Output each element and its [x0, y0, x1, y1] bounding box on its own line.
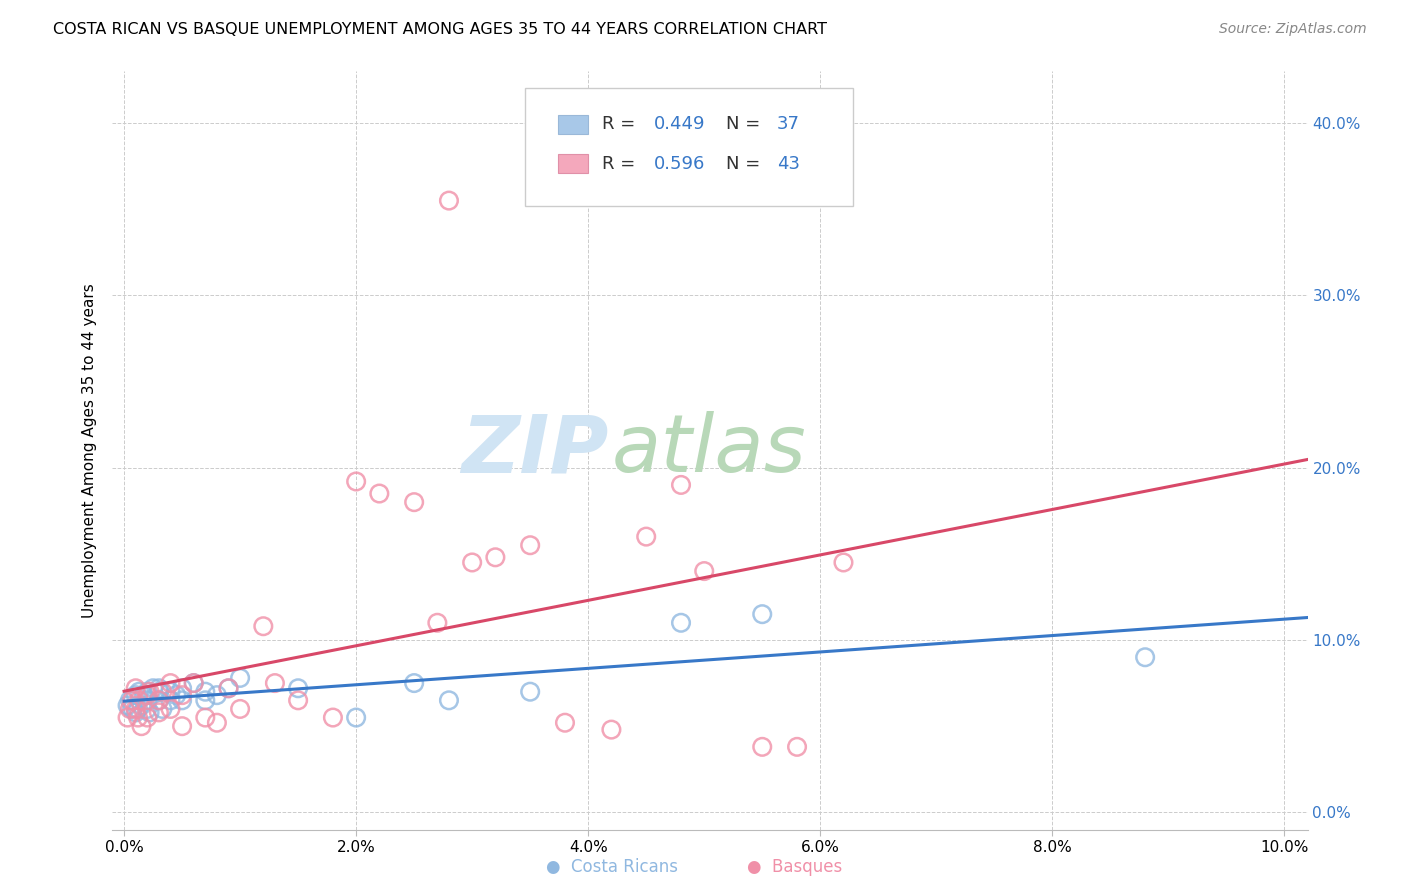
- Point: [786, 739, 808, 754]
- Point: [832, 556, 855, 570]
- Point: [554, 715, 576, 730]
- Point: [159, 676, 181, 690]
- Point: [159, 684, 181, 698]
- Point: [205, 688, 228, 702]
- Text: R =: R =: [603, 155, 641, 173]
- Text: 0.449: 0.449: [654, 115, 706, 134]
- Text: 37: 37: [778, 115, 800, 134]
- Text: ●  Costa Ricans: ● Costa Ricans: [546, 858, 678, 876]
- Point: [183, 676, 205, 690]
- Text: 0.596: 0.596: [654, 155, 706, 173]
- Point: [751, 739, 773, 754]
- Point: [437, 693, 460, 707]
- Point: [183, 676, 205, 690]
- Point: [132, 688, 155, 702]
- Point: [751, 607, 773, 622]
- Point: [148, 681, 170, 696]
- Bar: [558, 115, 588, 134]
- Point: [693, 564, 716, 578]
- Point: [368, 486, 391, 500]
- Point: [128, 684, 150, 698]
- Text: ZIP: ZIP: [461, 411, 609, 490]
- Text: atlas: atlas: [612, 411, 807, 490]
- Point: [117, 698, 139, 713]
- Point: [404, 495, 426, 509]
- Point: [669, 615, 692, 630]
- Point: [138, 684, 160, 698]
- Point: [150, 684, 173, 698]
- Point: [172, 719, 194, 733]
- Point: [125, 688, 148, 702]
- Y-axis label: Unemployment Among Ages 35 to 44 years: Unemployment Among Ages 35 to 44 years: [82, 283, 97, 618]
- Point: [1133, 650, 1156, 665]
- Point: [142, 681, 165, 696]
- Point: [229, 671, 252, 685]
- Point: [172, 688, 194, 702]
- Point: [159, 702, 181, 716]
- Point: [125, 706, 148, 720]
- Point: [669, 478, 692, 492]
- Point: [194, 710, 217, 724]
- Point: [484, 550, 506, 565]
- Point: [148, 684, 170, 698]
- Point: [426, 615, 449, 630]
- Point: [437, 194, 460, 208]
- Point: [148, 693, 170, 707]
- Point: [172, 693, 194, 707]
- Point: [128, 693, 150, 707]
- Point: [136, 688, 159, 702]
- Point: [519, 538, 541, 552]
- Point: [136, 684, 159, 698]
- Point: [344, 710, 367, 724]
- Point: [159, 693, 181, 707]
- Point: [205, 715, 228, 730]
- Point: [125, 681, 148, 696]
- Text: N =: N =: [725, 115, 765, 134]
- Point: [148, 706, 170, 720]
- Point: [194, 693, 217, 707]
- Text: R =: R =: [603, 115, 641, 134]
- Point: [127, 702, 149, 716]
- Point: [218, 681, 240, 696]
- Point: [150, 702, 173, 716]
- Point: [636, 530, 658, 544]
- Point: [322, 710, 344, 724]
- Point: [138, 706, 160, 720]
- Point: [121, 702, 143, 716]
- Point: [117, 710, 139, 724]
- Point: [125, 702, 148, 716]
- FancyBboxPatch shape: [524, 88, 853, 205]
- Point: [121, 693, 143, 707]
- Point: [118, 702, 141, 716]
- Point: [287, 681, 309, 696]
- Point: [519, 684, 541, 698]
- Point: [264, 676, 287, 690]
- Text: N =: N =: [725, 155, 765, 173]
- Text: 43: 43: [778, 155, 800, 173]
- Point: [136, 702, 159, 716]
- Point: [252, 619, 274, 633]
- Point: [461, 556, 484, 570]
- Text: Source: ZipAtlas.com: Source: ZipAtlas.com: [1219, 22, 1367, 37]
- Point: [165, 688, 187, 702]
- Point: [287, 693, 309, 707]
- Text: ●  Basques: ● Basques: [747, 858, 842, 876]
- Point: [404, 676, 426, 690]
- Bar: [558, 154, 588, 173]
- Point: [136, 710, 159, 724]
- Text: COSTA RICAN VS BASQUE UNEMPLOYMENT AMONG AGES 35 TO 44 YEARS CORRELATION CHART: COSTA RICAN VS BASQUE UNEMPLOYMENT AMONG…: [53, 22, 827, 37]
- Point: [172, 681, 194, 696]
- Point: [131, 698, 153, 713]
- Point: [148, 693, 170, 707]
- Point: [118, 693, 141, 707]
- Point: [600, 723, 623, 737]
- Point: [194, 684, 217, 698]
- Point: [127, 710, 149, 724]
- Point: [229, 702, 252, 716]
- Point: [131, 719, 153, 733]
- Point: [344, 475, 367, 489]
- Point: [218, 681, 240, 696]
- Point: [136, 693, 159, 707]
